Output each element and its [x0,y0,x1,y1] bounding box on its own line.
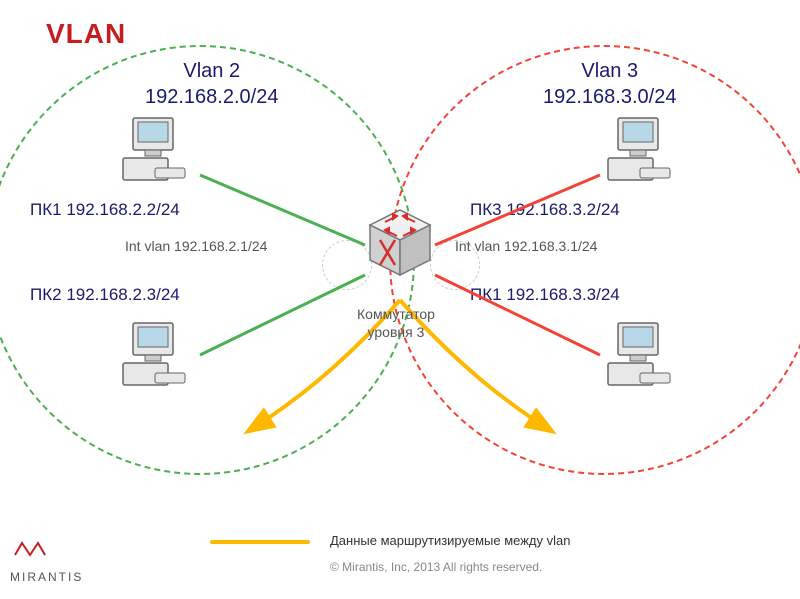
int-vlan3-label: Int vlan 192.168.3.1/24 [455,238,597,254]
vlan3-header: Vlan 3 192.168.3.0/24 [543,58,676,110]
mirantis-logo: MIRANTIS [10,535,100,584]
vlan3-subnet: 192.168.3.0/24 [543,84,676,110]
pc1-left-label: ПК1 192.168.2.2/24 [30,200,180,220]
vlan3-name: Vlan 3 [543,58,676,84]
pc-icon [600,110,680,190]
vlan2-name: Vlan 2 [145,58,278,84]
pc2-left-label: ПК2 192.168.2.3/24 [30,285,180,305]
legend-text: Данные маршрутизируемые между vlan [330,533,570,548]
pc-icon [115,315,195,395]
footer-copyright: © Mirantis, Inc, 2013 All rights reserve… [330,560,542,574]
int-vlan2-label: Int vlan 192.168.2.1/24 [125,238,267,254]
legend-line [210,540,310,544]
switch-icon [355,200,445,290]
pc3-right-label: ПК3 192.168.3.2/24 [470,200,620,220]
vlan2-subnet: 192.168.2.0/24 [145,84,278,110]
page-title: VLAN [46,18,126,50]
pc-icon [115,110,195,190]
switch-label: Коммутатор уровня 3 [357,305,435,341]
pc-icon [600,315,680,395]
vlan2-header: Vlan 2 192.168.2.0/24 [145,58,278,110]
pc1-right-label: ПК1 192.168.3.3/24 [470,285,620,305]
mirantis-brand: MIRANTIS [10,570,100,584]
